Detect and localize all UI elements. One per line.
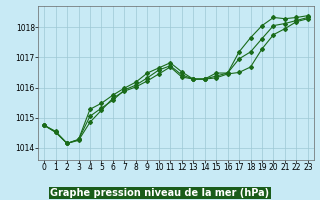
Text: Graphe pression niveau de la mer (hPa): Graphe pression niveau de la mer (hPa) bbox=[51, 188, 269, 198]
